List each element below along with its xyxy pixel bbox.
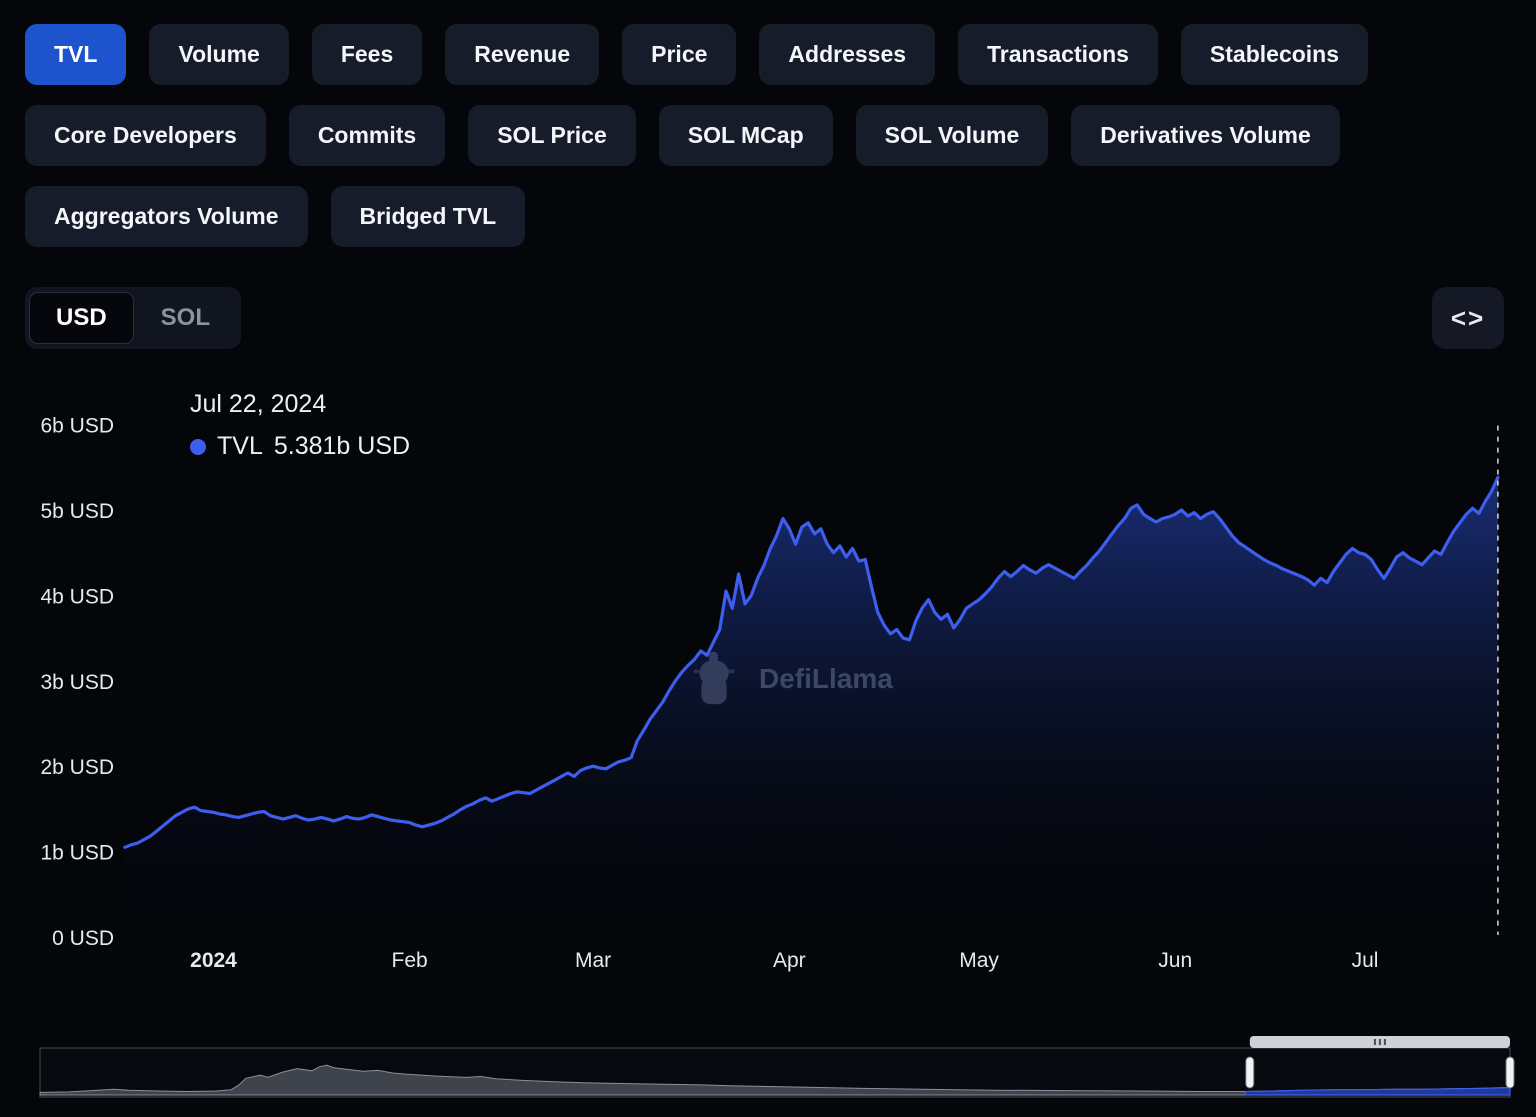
x-axis-label: Feb xyxy=(392,949,428,972)
x-axis-label: Mar xyxy=(575,949,611,972)
metric-tab-sol-volume[interactable]: SOL Volume xyxy=(855,105,1049,166)
code-icon: <> xyxy=(1450,302,1486,333)
metric-tab-revenue[interactable]: Revenue xyxy=(445,24,600,85)
x-axis-label: Apr xyxy=(773,949,806,972)
navigator-selection-area xyxy=(1244,1086,1511,1096)
metric-tab-row-1: TVL Volume Fees Revenue Price Addresses … xyxy=(25,24,1511,85)
metric-tab-core-developers[interactable]: Core Developers xyxy=(25,105,266,166)
metric-tab-fees[interactable]: Fees xyxy=(311,24,423,85)
chart-tooltip: Jul 22, 2024 TVL 5.381b USD xyxy=(190,390,410,461)
metric-tab-aggregators-volume[interactable]: Aggregators Volume xyxy=(25,186,308,247)
y-axis-label: 0 USD xyxy=(52,927,114,950)
denomination-option-usd[interactable]: USD xyxy=(29,292,134,344)
y-axis-label: 3b USD xyxy=(40,671,114,694)
x-axis-label: 2024 xyxy=(190,949,237,972)
metric-tab-commits[interactable]: Commits xyxy=(288,105,446,166)
x-axis-label: Jun xyxy=(1158,949,1192,972)
navigator-right-handle[interactable] xyxy=(1505,1056,1515,1089)
metric-tab-volume[interactable]: Volume xyxy=(149,24,289,85)
metric-tab-stablecoins[interactable]: Stablecoins xyxy=(1180,24,1369,85)
tooltip-value: 5.381b USD xyxy=(273,432,411,460)
chart-controls-row: USD SOL <> xyxy=(25,287,1504,349)
navigator-left-handle[interactable] xyxy=(1245,1056,1255,1089)
metric-tab-price[interactable]: Price xyxy=(622,24,737,85)
metric-tab-addresses[interactable]: Addresses xyxy=(759,24,936,85)
metric-tab-sol-price[interactable]: SOL Price xyxy=(468,105,636,166)
y-axis-label: 2b USD xyxy=(40,756,114,779)
tooltip-series-name: TVL xyxy=(217,432,263,460)
y-axis-label: 1b USD xyxy=(40,842,114,865)
tvl-series-dot-icon xyxy=(190,438,206,455)
embed-code-button[interactable]: <> xyxy=(1432,287,1504,349)
metric-tab-tvl[interactable]: TVL xyxy=(25,24,127,85)
tooltip-series-row: TVL 5.381b USD xyxy=(190,432,410,461)
denomination-option-sol[interactable]: SOL xyxy=(160,304,211,331)
metric-tab-sol-mcap[interactable]: SOL MCap xyxy=(658,105,833,166)
drag-grip-icon xyxy=(1378,1039,1381,1045)
denomination-toggle: USD SOL xyxy=(25,287,242,349)
tvl-area-chart[interactable]: 0 USD 1b USD 2b USD 3b USD 4b USD 5b USD 6b US… xyxy=(0,370,1536,1010)
drag-grip-icon xyxy=(1383,1039,1386,1045)
x-axis-label: Jul xyxy=(1352,949,1379,972)
y-axis-label: 6b USD xyxy=(40,415,114,438)
metric-tab-derivatives-volume[interactable]: Derivatives Volume xyxy=(1071,105,1340,166)
metric-tab-bridged-tvl[interactable]: Bridged TVL xyxy=(330,186,526,247)
tvl-area-fill xyxy=(124,477,1498,937)
tooltip-date: Jul 22, 2024 xyxy=(190,390,327,418)
metric-tab-transactions[interactable]: Transactions xyxy=(958,24,1158,85)
drag-grip-icon xyxy=(1373,1039,1376,1045)
metric-tab-row-2: Core Developers Commits SOL Price SOL MC… xyxy=(25,105,1511,166)
metric-tabs: TVL Volume Fees Revenue Price Addresses … xyxy=(25,24,1511,247)
y-axis-label: 4b USD xyxy=(40,585,114,608)
tvl-line xyxy=(123,475,1500,849)
chart-range-navigator[interactable] xyxy=(0,1030,1536,1110)
y-axis-label: 5b USD xyxy=(40,500,114,523)
metric-tab-row-3: Aggregators Volume Bridged TVL xyxy=(25,186,1511,247)
x-axis-label: May xyxy=(959,949,999,972)
